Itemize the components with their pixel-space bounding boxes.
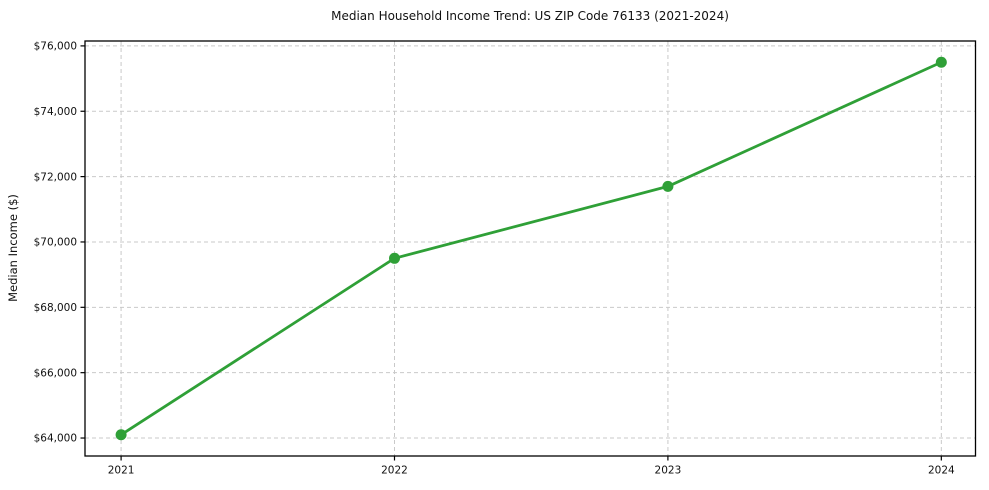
trend-line	[119, 60, 943, 437]
y-tick-label: $66,000	[34, 367, 77, 379]
y-tick-label: $72,000	[34, 171, 77, 183]
data-point	[935, 56, 947, 68]
chart-title: Median Household Income Trend: US ZIP Co…	[331, 9, 729, 23]
x-tick-label: 2023	[655, 465, 682, 477]
data-point	[662, 180, 674, 192]
y-tick-label: $70,000	[34, 237, 77, 249]
y-tick-label: $76,000	[34, 41, 77, 53]
y-tick-label: $74,000	[34, 106, 77, 118]
data-point	[115, 429, 127, 441]
y-tick-label: $68,000	[34, 302, 77, 314]
y-tick-label: $64,000	[34, 433, 77, 445]
x-tick-label: 2024	[928, 465, 955, 477]
plot-border	[84, 40, 977, 457]
data-point	[389, 252, 401, 264]
x-tick-label: 2022	[381, 465, 408, 477]
x-tick-label: 2021	[108, 465, 135, 477]
